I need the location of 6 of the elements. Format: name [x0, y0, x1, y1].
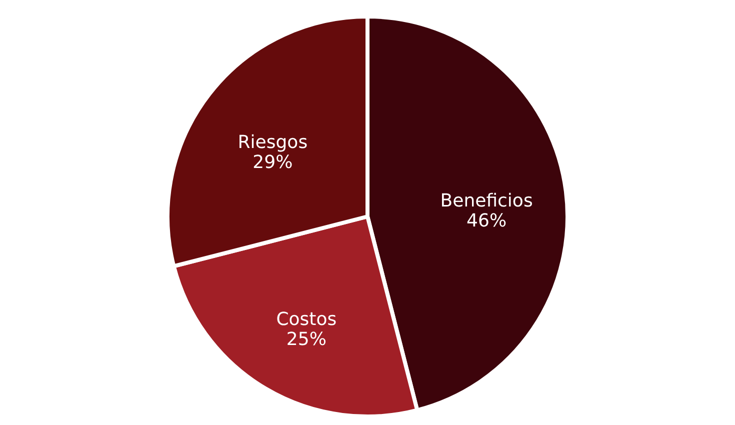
- slice-label: Costos: [276, 308, 337, 330]
- slice-label: Beneficios: [440, 190, 533, 212]
- slice-label: Riesgos: [238, 132, 308, 153]
- data-label: 29%: [252, 152, 293, 173]
- data-label: 46%: [466, 210, 507, 232]
- data-label: 25%: [286, 328, 326, 350]
